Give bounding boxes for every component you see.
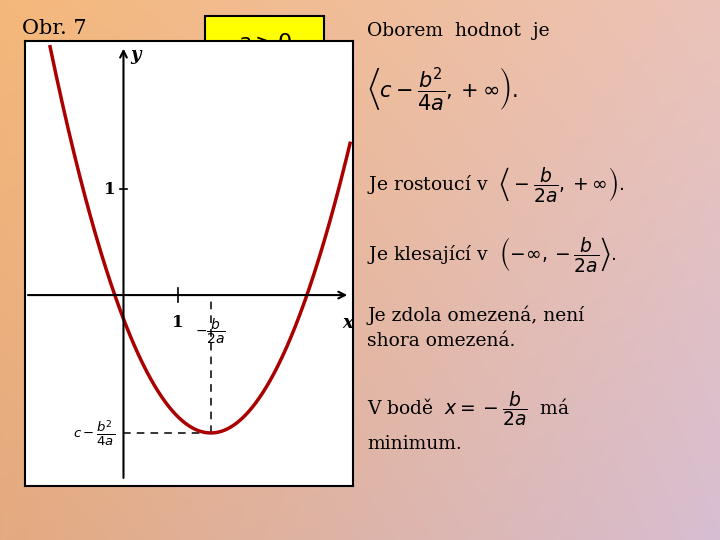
Text: y: y [130,46,141,64]
Text: x: x [342,314,353,332]
Text: Je klesající v  $\left(-\infty,-\dfrac{b}{2a}\right\rangle.$: Je klesající v $\left(-\infty,-\dfrac{b}… [367,235,617,274]
Text: $a > 0$: $a > 0$ [237,32,292,54]
Text: V bodě  $x=-\dfrac{b}{2a}$  má
minimum.: V bodě $x=-\dfrac{b}{2a}$ má minimum. [367,389,570,453]
Text: $-\dfrac{b}{2a}$: $-\dfrac{b}{2a}$ [195,316,226,346]
Text: Oborem  hodnot  je: Oborem hodnot je [367,22,550,39]
FancyBboxPatch shape [205,16,324,70]
Text: Obr. 7: Obr. 7 [22,19,86,38]
Text: Je rostoucí v  $\left\langle -\dfrac{b}{2a},+\infty\right).$: Je rostoucí v $\left\langle -\dfrac{b}{2… [367,165,624,204]
Text: Je zdola omezená, není
shora omezená.: Je zdola omezená, není shora omezená. [367,305,585,349]
Text: 1: 1 [104,180,115,198]
Text: $c-\dfrac{b^2}{4a}$: $c-\dfrac{b^2}{4a}$ [73,418,115,448]
Text: $\left\langle c-\dfrac{b^2}{4a},+\infty\right).$: $\left\langle c-\dfrac{b^2}{4a},+\infty\… [367,65,518,112]
Text: 1: 1 [172,314,184,331]
